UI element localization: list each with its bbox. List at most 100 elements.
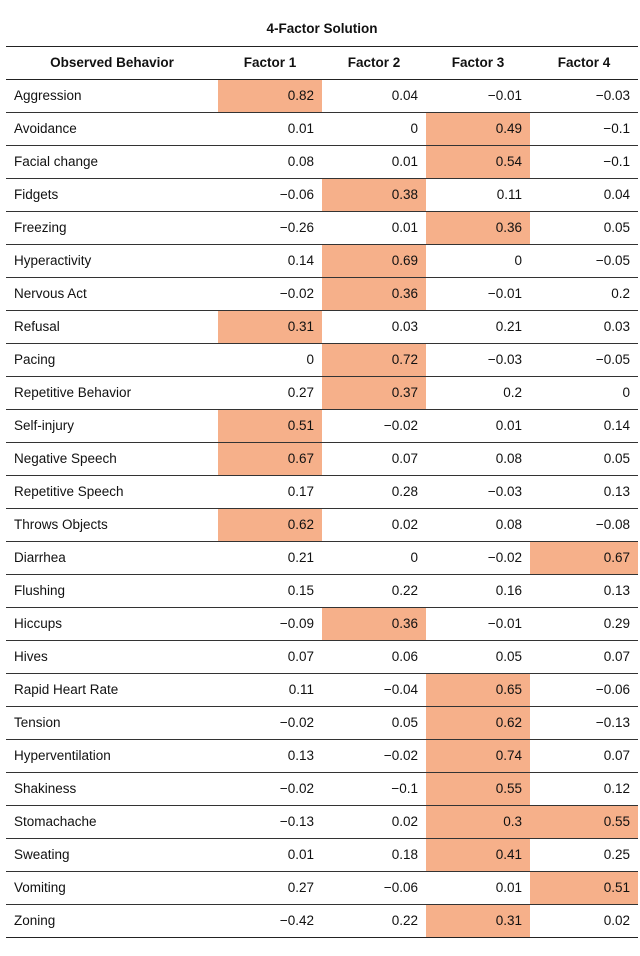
behavior-cell: Hyperventilation — [6, 739, 218, 773]
behavior-cell: Flushing — [6, 574, 218, 608]
factor-3-cell: 0.31 — [426, 904, 530, 938]
factor-4-cell: 0.05 — [530, 211, 639, 245]
behavior-cell: Freezing — [6, 211, 218, 245]
factor-3-cell: 0.74 — [426, 739, 530, 773]
factor-2-cell: 0.37 — [322, 376, 426, 410]
factor-1-cell: −0.02 — [218, 772, 322, 806]
factor-3-cell: 0.55 — [426, 772, 530, 806]
factor-1-cell: −0.42 — [218, 904, 322, 938]
table-row: Stomachache −0.13 0.02 0.3 0.55 — [6, 805, 639, 839]
factor-1-cell: −0.02 — [218, 277, 322, 311]
factor-3-cell: 0.08 — [426, 442, 530, 476]
table-row: Refusal 0.31 0.03 0.21 0.03 — [6, 310, 639, 344]
factor-2-cell: −0.06 — [322, 871, 426, 905]
table-row: Hives 0.07 0.06 0.05 0.07 — [6, 640, 639, 674]
factor-3-cell: 0.36 — [426, 211, 530, 245]
factor-4-cell: 0.04 — [530, 178, 639, 212]
factor-2-cell: 0.28 — [322, 475, 426, 509]
factor-1-cell: −0.06 — [218, 178, 322, 212]
table-row: Nervous Act −0.02 0.36 −0.01 0.2 — [6, 277, 639, 311]
factor-3-cell: 0.65 — [426, 673, 530, 707]
header-factor-1: Factor 1 — [218, 46, 322, 80]
factor-3-cell: −0.03 — [426, 343, 530, 377]
factor-3-cell: 0.05 — [426, 640, 530, 674]
factor-2-cell: 0.72 — [322, 343, 426, 377]
table-row: Tension −0.02 0.05 0.62 −0.13 — [6, 706, 639, 740]
factor-2-cell: 0.01 — [322, 145, 426, 179]
behavior-cell: Pacing — [6, 343, 218, 377]
behavior-cell: Facial change — [6, 145, 218, 179]
factor-2-cell: 0.38 — [322, 178, 426, 212]
behavior-cell: Hives — [6, 640, 218, 674]
table-row: Freezing −0.26 0.01 0.36 0.05 — [6, 211, 639, 245]
header-observed-behavior: Observed Behavior — [6, 46, 218, 80]
factor-4-cell: 0.14 — [530, 409, 639, 443]
factor-1-cell: 0.01 — [218, 112, 322, 146]
factor-3-cell: 0 — [426, 244, 530, 278]
factor-3-cell: 0.16 — [426, 574, 530, 608]
factor-2-cell: −0.04 — [322, 673, 426, 707]
behavior-cell: Self-injury — [6, 409, 218, 443]
behavior-cell: Nervous Act — [6, 277, 218, 311]
factor-1-cell: 0.31 — [218, 310, 322, 344]
table-row: Fidgets −0.06 0.38 0.11 0.04 — [6, 178, 639, 212]
behavior-cell: Zoning — [6, 904, 218, 938]
factor-3-cell: −0.03 — [426, 475, 530, 509]
header-factor-3: Factor 3 — [426, 46, 530, 80]
behavior-cell: Hiccups — [6, 607, 218, 641]
factor-3-cell: −0.01 — [426, 607, 530, 641]
table-row: Repetitive Behavior 0.27 0.37 0.2 0 — [6, 376, 639, 410]
behavior-cell: Shakiness — [6, 772, 218, 806]
factor-table: 4-Factor Solution Observed Behavior Fact… — [6, 12, 639, 938]
factor-2-cell: 0 — [322, 541, 426, 575]
factor-2-cell: 0.07 — [322, 442, 426, 476]
factor-2-cell: −0.02 — [322, 739, 426, 773]
table-row: Flushing 0.15 0.22 0.16 0.13 — [6, 574, 639, 608]
table-row: Throws Objects 0.62 0.02 0.08 −0.08 — [6, 508, 639, 542]
table-row: Negative Speech 0.67 0.07 0.08 0.05 — [6, 442, 639, 476]
factor-3-cell: 0.62 — [426, 706, 530, 740]
factor-4-cell: 0.13 — [530, 475, 639, 509]
factor-2-cell: 0.36 — [322, 277, 426, 311]
factor-1-cell: 0.62 — [218, 508, 322, 542]
table-title: 4-Factor Solution — [6, 12, 639, 47]
behavior-cell: Fidgets — [6, 178, 218, 212]
behavior-cell: Aggression — [6, 79, 218, 113]
factor-1-cell: −0.26 — [218, 211, 322, 245]
factor-2-cell: 0.02 — [322, 508, 426, 542]
table-row: Facial change 0.08 0.01 0.54 −0.1 — [6, 145, 639, 179]
factor-3-cell: 0.01 — [426, 409, 530, 443]
factor-4-cell: 0.02 — [530, 904, 639, 938]
table-row: Self-injury 0.51 −0.02 0.01 0.14 — [6, 409, 639, 443]
header-factor-4: Factor 4 — [530, 46, 639, 80]
factor-2-cell: 0 — [322, 112, 426, 146]
behavior-cell: Rapid Heart Rate — [6, 673, 218, 707]
factor-1-cell: 0.15 — [218, 574, 322, 608]
factor-1-cell: 0.13 — [218, 739, 322, 773]
factor-3-cell: −0.01 — [426, 79, 530, 113]
header-factor-2: Factor 2 — [322, 46, 426, 80]
behavior-cell: Sweating — [6, 838, 218, 872]
factor-3-cell: 0.54 — [426, 145, 530, 179]
factor-1-cell: 0.07 — [218, 640, 322, 674]
factor-4-cell: 0.05 — [530, 442, 639, 476]
table-row: Pacing 0 0.72 −0.03 −0.05 — [6, 343, 639, 377]
table-row: Zoning −0.42 0.22 0.31 0.02 — [6, 904, 639, 938]
factor-2-cell: −0.1 — [322, 772, 426, 806]
behavior-cell: Negative Speech — [6, 442, 218, 476]
factor-4-cell: −0.1 — [530, 112, 639, 146]
table-row: Repetitive Speech 0.17 0.28 −0.03 0.13 — [6, 475, 639, 509]
factor-3-cell: 0.41 — [426, 838, 530, 872]
factor-4-cell: 0.03 — [530, 310, 639, 344]
factor-2-cell: 0.04 — [322, 79, 426, 113]
factor-1-cell: −0.09 — [218, 607, 322, 641]
factor-4-cell: 0.67 — [530, 541, 639, 575]
factor-4-cell: −0.05 — [530, 343, 639, 377]
factor-2-cell: 0.22 — [322, 904, 426, 938]
behavior-cell: Tension — [6, 706, 218, 740]
factor-1-cell: 0.51 — [218, 409, 322, 443]
factor-1-cell: 0.27 — [218, 871, 322, 905]
factor-4-cell: 0.25 — [530, 838, 639, 872]
factor-1-cell: 0.08 — [218, 145, 322, 179]
